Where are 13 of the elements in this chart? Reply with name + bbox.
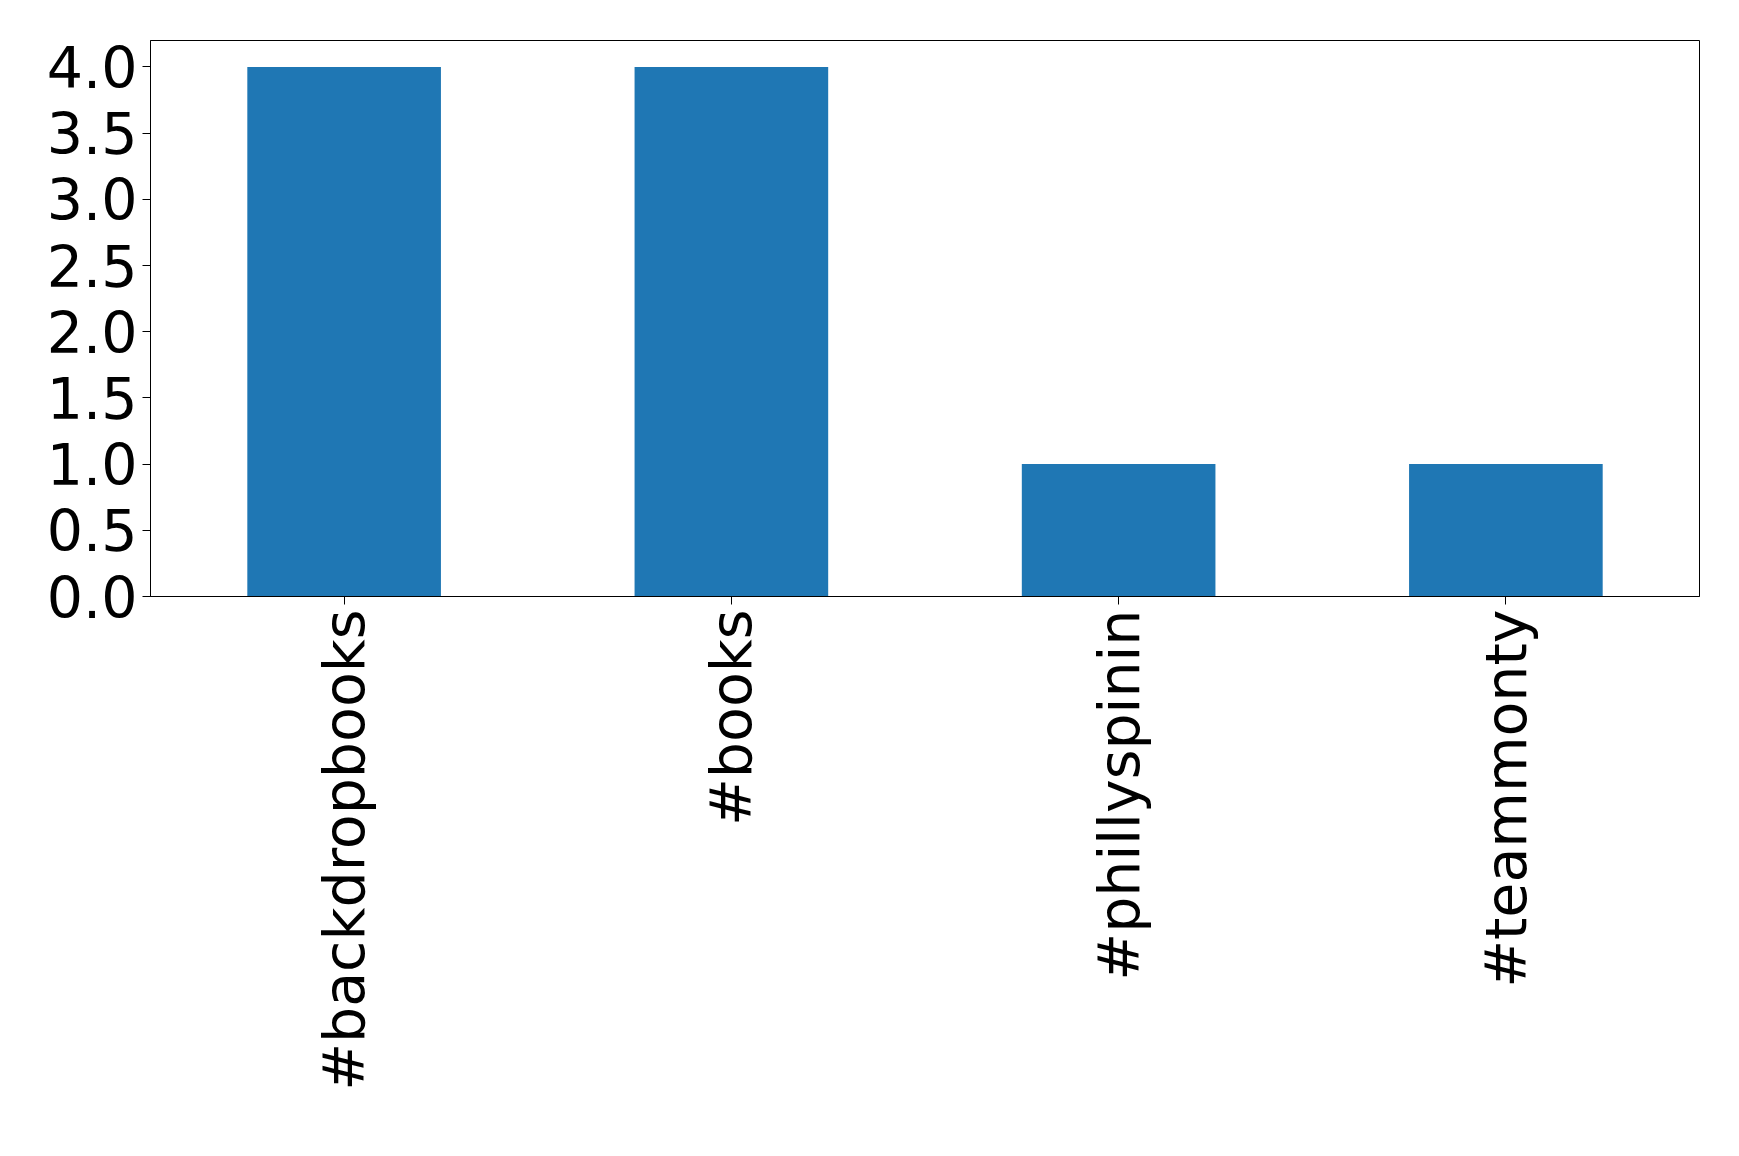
x-tick-label: #phillyspinin (1085, 609, 1152, 981)
x-tick-label: #teammonty (1472, 609, 1539, 988)
y-tick-label: 1.5 (46, 365, 138, 432)
x-tick-label: #books (698, 609, 765, 826)
x-tick-label: #backdropbooks (311, 609, 378, 1091)
y-tick-label: 3.5 (46, 101, 138, 168)
y-tick-label: 4.0 (46, 34, 138, 101)
y-tick-label: 1.0 (46, 432, 138, 499)
y-tick-label: 0.0 (46, 564, 138, 631)
y-tick-label: 2.0 (46, 299, 138, 366)
y-tick-label: 0.5 (46, 498, 138, 565)
y-tick-label: 2.5 (46, 233, 138, 300)
y-tick-label: 3.0 (46, 167, 138, 234)
